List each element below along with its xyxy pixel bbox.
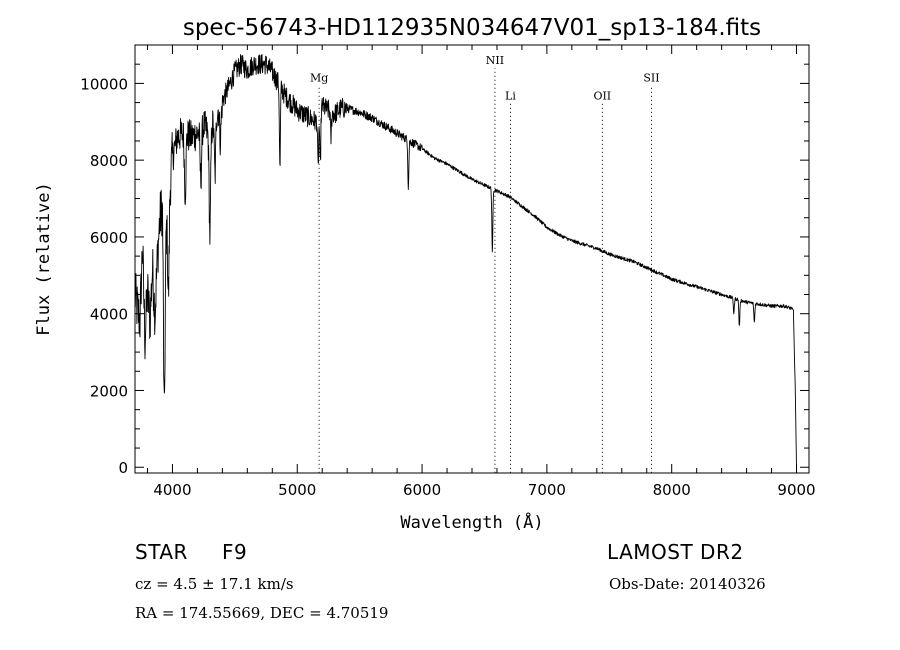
line-markers: Mg NII Li OII SII [310, 54, 660, 473]
object-subclass: F9 [221, 540, 248, 564]
object-class: STAR [135, 540, 188, 564]
y-tick-label: 4000 [90, 306, 128, 324]
y-tick-label: 10000 [80, 75, 128, 93]
object-classification: STAR F9 [135, 540, 247, 564]
ra-dec-coordinates: RA = 174.55669, DEC = 4.70519 [135, 604, 389, 622]
plot-frame [134, 44, 810, 474]
axis-ticks: 4000 5000 6000 7000 8000 9000 0 2000 4000 6000 800… [80, 45, 816, 499]
redshift-velocity: cz = 4.5 ± 17.1 km/s [135, 575, 294, 593]
x-tick-label: 6000 [403, 481, 441, 499]
marker-label-mg: Mg [310, 71, 328, 84]
marker-label-sii: SII [643, 71, 659, 84]
y-axis-label: Flux (relative) [34, 182, 54, 336]
marker-label-nii: NII [486, 54, 504, 67]
x-tick-label: 9000 [777, 481, 815, 499]
x-tick-label: 7000 [528, 481, 566, 499]
marker-label-li: Li [505, 90, 516, 103]
survey-name: LAMOST DR2 [607, 540, 744, 564]
y-tick-label: 6000 [90, 229, 128, 247]
marker-label-oii: OII [593, 90, 611, 103]
observation-date: Obs-Date: 20140326 [609, 575, 766, 593]
flux-series-line [134, 54, 797, 468]
x-tick-label: 5000 [278, 481, 316, 499]
y-tick-label: 0 [118, 459, 128, 477]
chart-title: spec-56743-HD112935N034647V01_sp13-184.f… [183, 15, 761, 41]
y-tick-label: 8000 [90, 152, 128, 170]
y-tick-label: 2000 [90, 382, 128, 400]
x-tick-label: 8000 [653, 481, 691, 499]
x-axis-label: Wavelength (Å) [400, 511, 543, 533]
x-tick-label: 4000 [153, 481, 191, 499]
